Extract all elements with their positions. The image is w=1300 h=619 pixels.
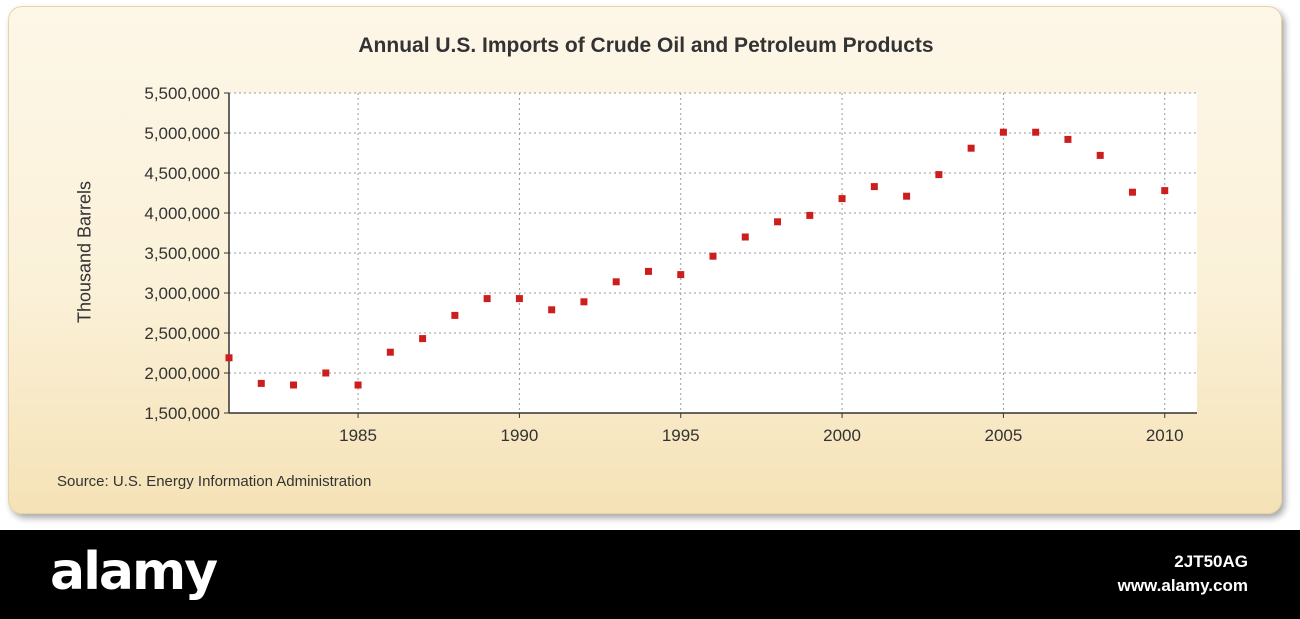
data-point [580,298,588,306]
data-point [1096,151,1104,159]
data-point [612,278,620,286]
data-point [1128,188,1136,196]
x-tick-label: 1990 [500,426,538,445]
scatter-chart: 1985 1990 1995 2000 2005 2010 1,500,000 2,000,… [144,84,1197,445]
data-point [1032,128,1040,136]
data-points [225,128,1169,389]
data-point [386,348,394,356]
data-point [644,267,652,275]
data-point [1161,187,1169,195]
y-tick-label: 2,000,000 [144,364,220,383]
brand-logo: alamy [50,542,218,602]
data-point [870,183,878,191]
data-point [806,211,814,219]
y-tick-label: 1,500,000 [144,404,220,423]
image-id: 2JT50AG [1174,552,1248,571]
y-tick-label: 3,000,000 [144,284,220,303]
data-point [515,295,523,303]
x-tick-label: 1985 [339,426,377,445]
source-note: Source: U.S. Energy Information Administ… [57,473,372,490]
data-point [354,381,362,389]
y-tick-label: 4,500,000 [144,164,220,183]
x-tick-label: 2000 [823,426,861,445]
y-tick-label: 5,500,000 [144,84,220,103]
data-point [741,233,749,241]
data-point [677,271,685,279]
data-point [322,369,330,377]
y-tick-label: 5,000,000 [144,124,220,143]
data-point [935,171,943,179]
watermark-footer: alamy 2JT50AG www.alamy.com [0,530,1300,619]
data-point [483,295,491,303]
y-tick-labels: 1,500,000 2,000,000 2,500,000 3,000,000 3,50… [144,84,220,423]
data-point [257,379,265,387]
y-tick-label: 3,500,000 [144,244,220,263]
data-point [709,252,717,260]
data-point [290,381,298,389]
x-tick-label: 2010 [1146,426,1184,445]
data-point [225,354,233,362]
y-tick-label: 2,500,000 [144,324,220,343]
site-url: www.alamy.com [1117,576,1248,595]
x-tick-label: 2005 [984,426,1022,445]
data-point [999,128,1007,136]
data-point [838,195,846,203]
y-tick-label: 4,000,000 [144,204,220,223]
data-point [1064,135,1072,143]
chart-title: Annual U.S. Imports of Crude Oil and Pet… [358,34,934,57]
data-point [419,335,427,343]
axes [224,92,1197,418]
x-tick-labels: 1985 1990 1995 2000 2005 2010 [339,426,1183,445]
x-tick-label: 1995 [662,426,700,445]
data-point [967,144,975,152]
grid-lines [229,92,1197,413]
data-point [548,306,556,314]
data-point [451,311,459,319]
data-point [903,192,911,200]
data-point [774,218,782,226]
